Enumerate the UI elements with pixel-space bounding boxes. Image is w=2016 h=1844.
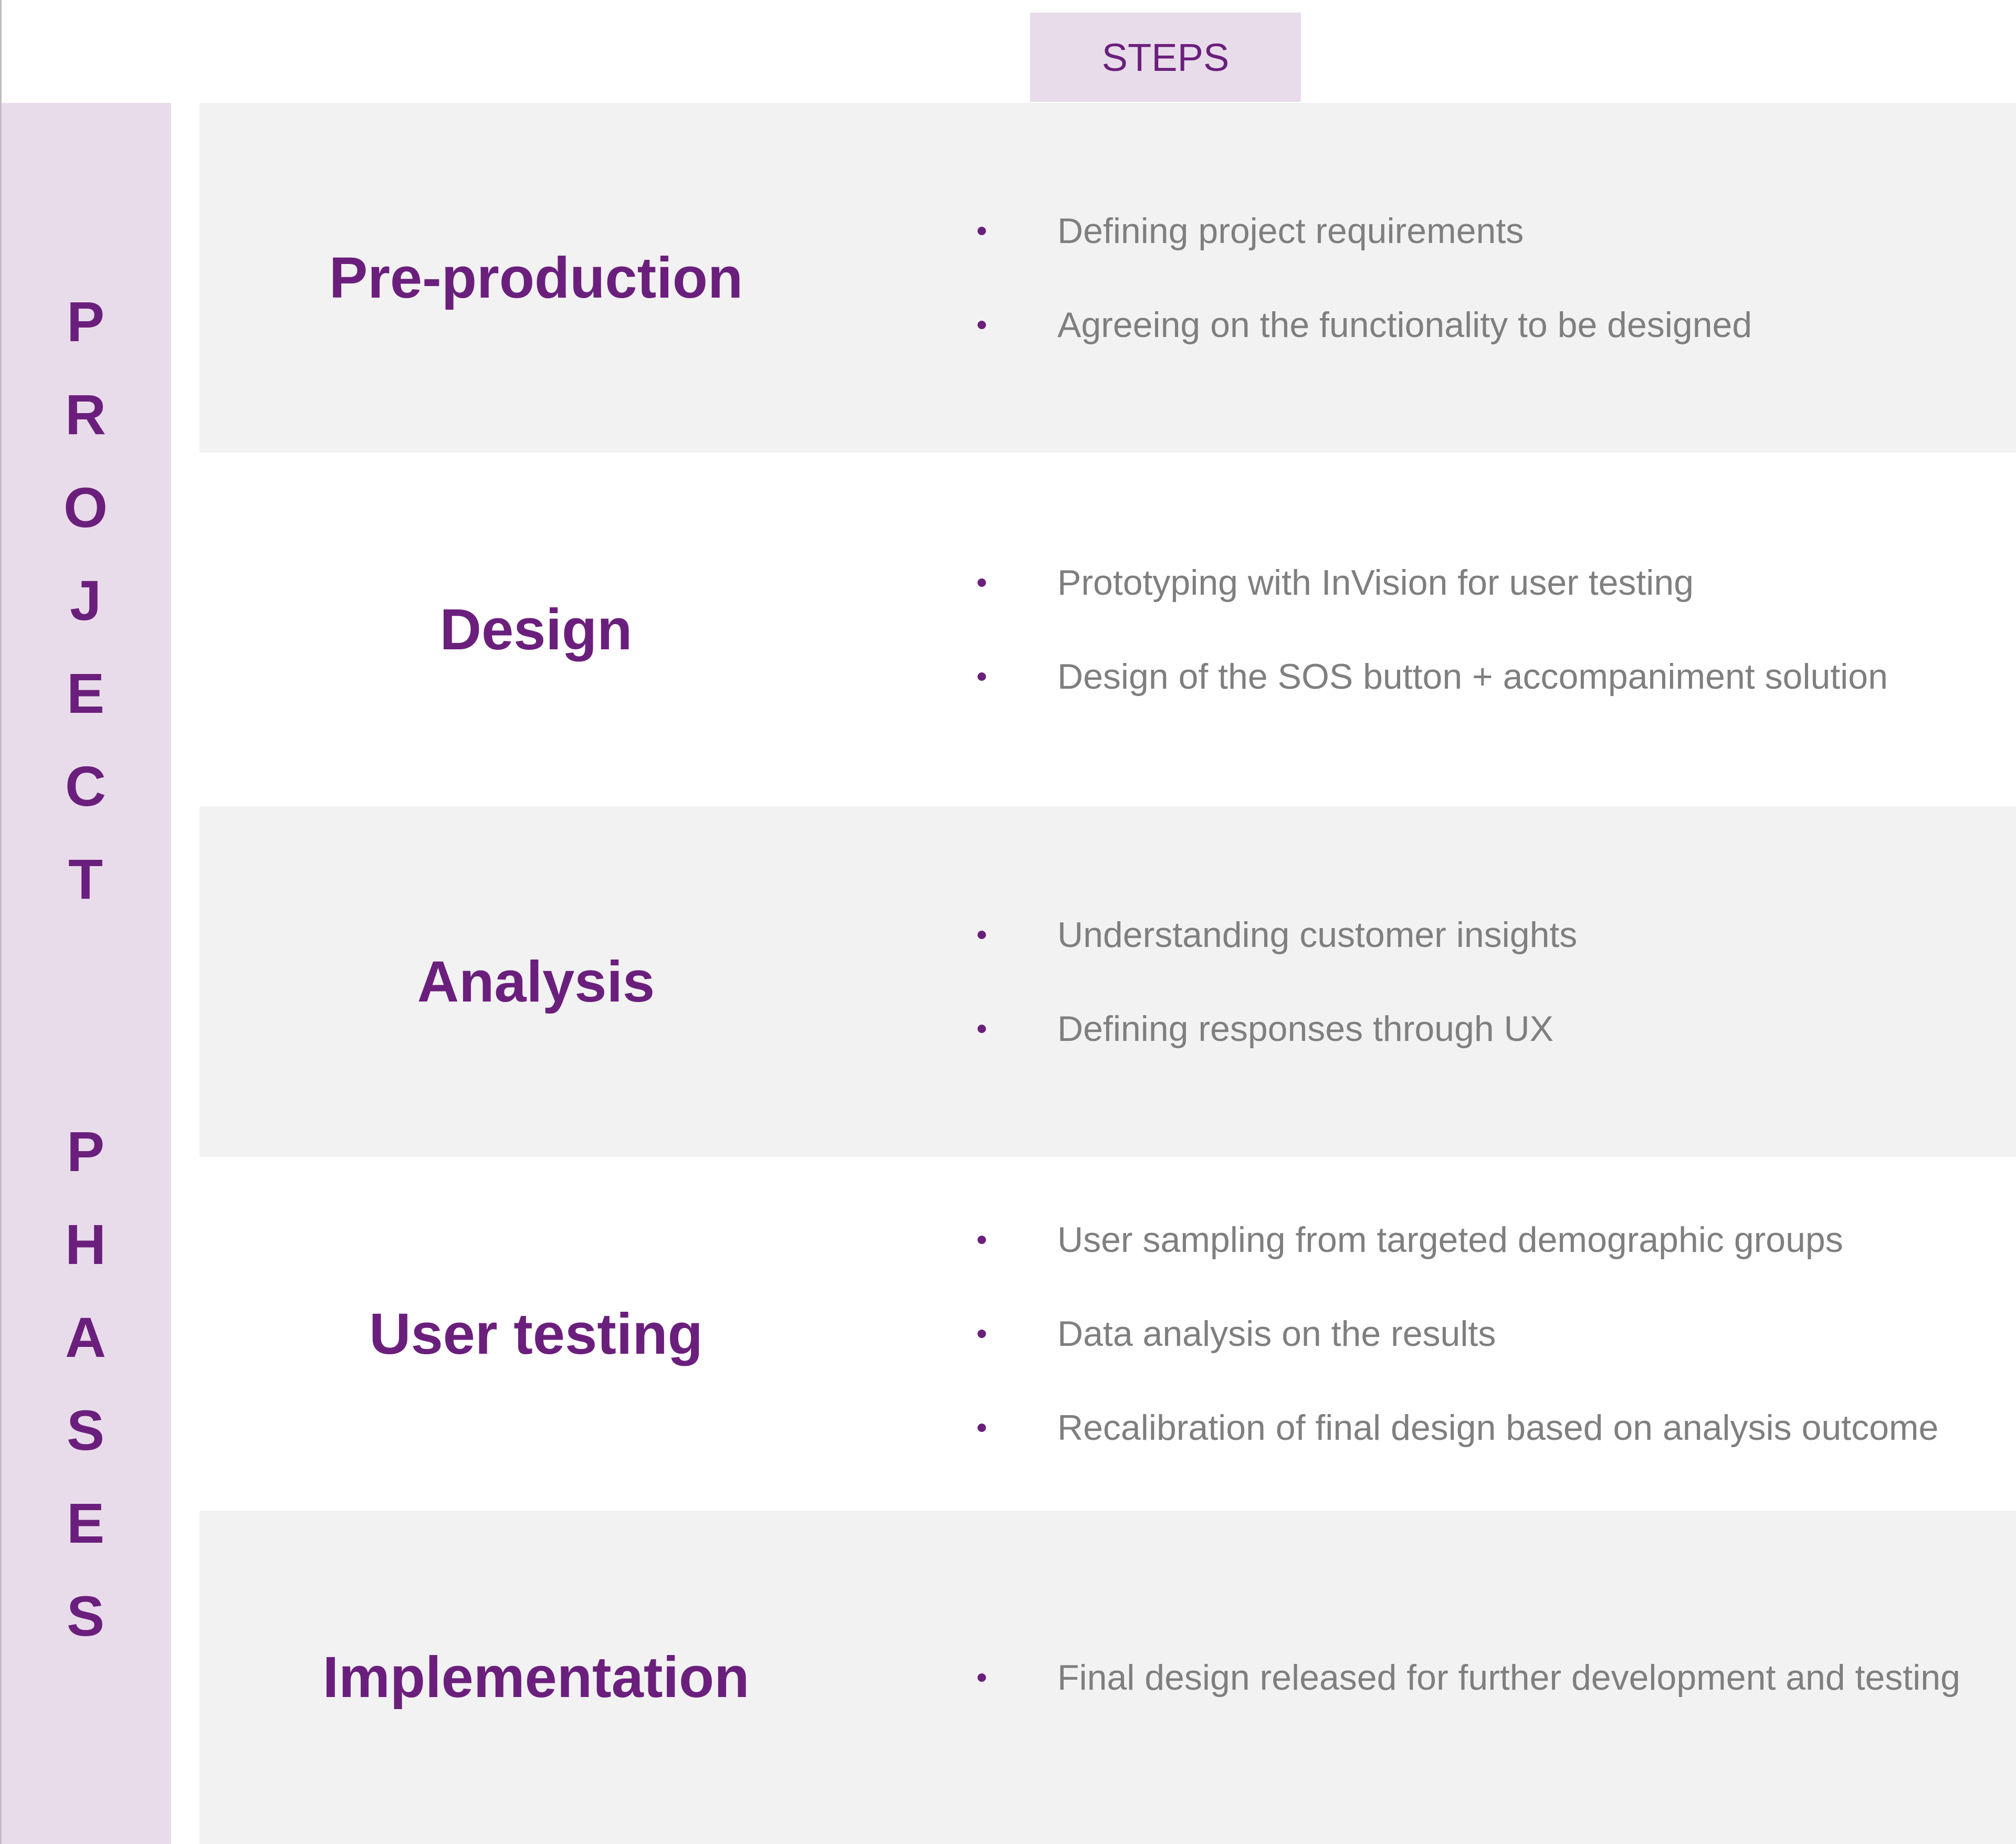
bullet-icon (978, 930, 986, 939)
phase-title: Pre-production (329, 245, 743, 310)
phase-title: Design (439, 597, 633, 662)
step-list: Understanding customer insights Defining … (971, 806, 2016, 1157)
step-text: Data analysis on the results (1057, 1314, 1496, 1354)
phase-row: Implementation Final design released for… (200, 1511, 2016, 1844)
step-text: Design of the SOS button + accompaniment… (1057, 656, 1888, 697)
vertical-letter: R (65, 383, 106, 446)
phase-row: Design Prototyping with InVision for use… (200, 452, 2016, 806)
left-border (0, 0, 2, 103)
step-item: Design of the SOS button + accompaniment… (971, 629, 2016, 723)
phase-row: Pre-production Defining project requirem… (200, 103, 2016, 452)
bullet-icon (978, 1024, 986, 1033)
vertical-letter: H (65, 1213, 106, 1276)
step-text: Defining project requirements (1057, 210, 1524, 251)
steps-label: STEPS (1101, 35, 1230, 79)
bullet-icon (978, 320, 986, 329)
step-item: Understanding customer insights (971, 888, 2016, 982)
vertical-letter: C (65, 754, 106, 818)
phase-row: User testing User sampling from targeted… (200, 1157, 2016, 1511)
vertical-letter: A (65, 1305, 106, 1369)
step-item: Defining responses through UX (971, 982, 2016, 1076)
step-text: Final design released for further develo… (1057, 1657, 1960, 1698)
step-item: Data analysis on the results (971, 1287, 2016, 1381)
project-phases-band (0, 103, 171, 1844)
bullet-icon (978, 1673, 986, 1682)
vertical-letter: P (66, 290, 105, 353)
step-text: Prototyping with InVision for user testi… (1057, 562, 1694, 603)
step-text: Recalibration of final design based on a… (1057, 1408, 1939, 1448)
vertical-letter: T (68, 847, 103, 911)
vertical-letter: J (69, 568, 102, 632)
phase-title: Analysis (417, 949, 655, 1014)
vertical-letter: O (63, 476, 108, 539)
bullet-icon (978, 1330, 986, 1338)
phase-row: Analysis Understanding customer insights… (200, 806, 2016, 1157)
steps-header: STEPS (1030, 13, 1301, 102)
step-list: Defining project requirements Agreeing on… (971, 103, 2016, 452)
vertical-letter: E (66, 1491, 105, 1555)
step-item: User sampling from targeted demographic … (971, 1193, 2016, 1287)
step-item: Agreeing on the functionality to be desi… (971, 278, 2016, 372)
step-text: User sampling from targeted demographic … (1057, 1220, 1843, 1260)
bullet-icon (978, 578, 986, 587)
phase-title: User testing (369, 1301, 703, 1366)
step-list: Final design released for further develo… (971, 1511, 2016, 1844)
bullet-icon (978, 226, 986, 235)
bullet-icon (978, 1236, 986, 1244)
step-item: Final design released for further develo… (971, 1630, 2016, 1724)
step-item: Defining project requirements (971, 184, 2016, 278)
step-text: Defining responses through UX (1057, 1008, 1553, 1049)
bullet-icon (978, 1424, 986, 1432)
step-text: Understanding customer insights (1057, 914, 1578, 955)
step-text: Agreeing on the functionality to be desi… (1057, 304, 1752, 345)
step-list: Prototyping with InVision for user testi… (971, 452, 2016, 806)
bullet-icon (978, 672, 986, 681)
step-list: User sampling from targeted demographic … (971, 1157, 2016, 1511)
vertical-letter: S (66, 1584, 105, 1648)
step-item: Prototyping with InVision for user testi… (971, 535, 2016, 629)
vertical-letter: S (66, 1398, 105, 1462)
phase-title: Implementation (322, 1645, 750, 1710)
step-item: Recalibration of final design based on a… (971, 1381, 2016, 1475)
vertical-letter: E (66, 661, 105, 725)
vertical-letter: P (66, 1120, 105, 1183)
